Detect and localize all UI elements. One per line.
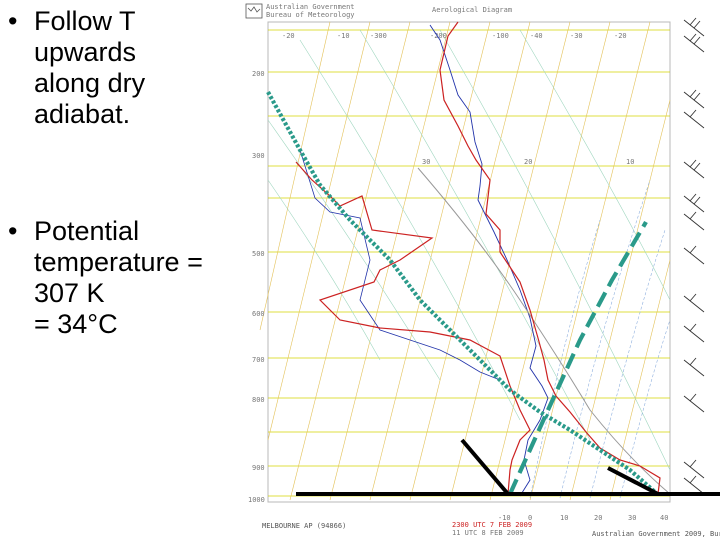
moist-adiabat-gridlines (529, 179, 671, 499)
svg-text:20: 20 (594, 514, 602, 522)
wind-barb-icon (683, 89, 705, 109)
wind-barb-icon (683, 393, 705, 413)
wind-barb-icon (683, 159, 705, 179)
svg-text:-30: -30 (570, 32, 583, 40)
svg-text:0: 0 (528, 514, 532, 522)
svg-text:700: 700 (252, 356, 265, 364)
svg-text:-300: -300 (370, 32, 387, 40)
svg-text:-100: -100 (492, 32, 509, 40)
guide-line-left (460, 438, 510, 496)
wind-barb-icon (683, 475, 705, 495)
grid-tick-labels: -20 -10 -300 -200 -100 -40 -30 -20 200 3… (248, 32, 668, 522)
wind-barb-icon (683, 193, 705, 213)
svg-text:-20: -20 (614, 32, 627, 40)
dewpoint-profile-upper (299, 149, 501, 381)
svg-text:500: 500 (252, 250, 265, 258)
svg-text:600: 600 (252, 310, 265, 318)
footer-time-utc: 2300 UTC 7 FEB 2009 (452, 521, 532, 529)
dry-adiabat-overlay-line (266, 90, 657, 494)
svg-text:-10: -10 (337, 32, 350, 40)
wind-barb-icon (683, 293, 705, 313)
wind-barb-icon (683, 17, 705, 37)
svg-text:10: 10 (560, 514, 568, 522)
svg-text:800: 800 (252, 396, 265, 404)
aerological-diagram: Australian Government Bureau of Meteorol… (245, 3, 720, 538)
svg-text:20: 20 (524, 158, 532, 166)
parcel-ascent-curve (417, 167, 671, 495)
svg-text:900: 900 (252, 464, 265, 472)
header-title: Aerological Diagram (432, 6, 512, 14)
temperature-profile-upper (295, 161, 531, 495)
guide-line-right (607, 466, 659, 496)
bullet-item: • Follow T upwards along dry adiabat. (8, 6, 244, 130)
svg-text:1000: 1000 (248, 496, 265, 504)
wind-barb-icon (683, 323, 705, 343)
footer-station: MELBOURNE AP (94866) (262, 522, 346, 530)
bullet-item: • Potential temperature = 307 K = 34°C (8, 216, 244, 340)
svg-text:-200: -200 (430, 32, 447, 40)
svg-text:40: 40 (660, 514, 668, 522)
wind-barb-icon (683, 109, 705, 129)
bullet-marker: • (8, 216, 18, 246)
wind-barb-icon (683, 357, 705, 377)
svg-text:-10: -10 (498, 514, 511, 522)
svg-text:200: 200 (252, 70, 265, 78)
plot-frame (267, 21, 671, 503)
footer-copyright: Australian Government 2009, Bureau (592, 530, 720, 538)
svg-text:-20: -20 (282, 32, 295, 40)
header-org: Australian Government Bureau of Meteorol… (266, 3, 359, 19)
bullet-text: Follow T upwards along dry adiabat. (34, 6, 146, 129)
wind-barb-column (683, 17, 705, 495)
wind-barb-icon (683, 33, 705, 53)
bom-logo-icon (245, 3, 263, 19)
isotherm-overlay-line (508, 220, 648, 495)
svg-text:300: 300 (252, 152, 265, 160)
dewpoint-profile (429, 24, 549, 497)
wind-barb-icon (683, 211, 705, 231)
svg-text:-40: -40 (530, 32, 543, 40)
wind-barb-icon (683, 245, 705, 265)
svg-text:10: 10 (626, 158, 634, 166)
bullet-text: Potential temperature = 307 K = 34°C (34, 216, 203, 339)
svg-text:30: 30 (628, 514, 636, 522)
bullet-marker: • (8, 6, 18, 36)
wind-barb-icon (683, 459, 705, 479)
svg-text:30: 30 (422, 158, 430, 166)
footer-time-local: 11 UTC 8 FEB 2009 (452, 529, 524, 537)
